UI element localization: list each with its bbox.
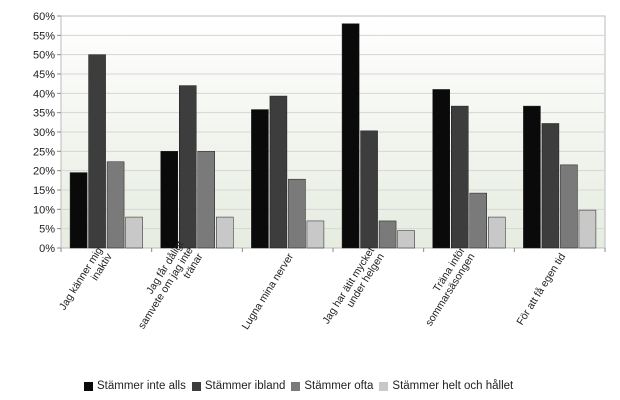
- y-tick-label: 45%: [33, 69, 55, 81]
- legend-label: Stämmer inte alls: [97, 380, 186, 392]
- x-category-label: För att få egen tid: [514, 251, 568, 327]
- bar: [488, 216, 506, 249]
- bar: [523, 105, 541, 249]
- legend-item: Stämmer helt och hållet: [379, 380, 513, 392]
- y-tick-label: 50%: [33, 50, 55, 62]
- y-tick-label: 55%: [33, 30, 55, 42]
- bar: [160, 151, 178, 249]
- y-tick-label: 15%: [33, 185, 55, 197]
- y-tick-label: 35%: [33, 108, 55, 120]
- bar: [432, 89, 450, 249]
- bar: [469, 192, 487, 249]
- bar: [125, 216, 143, 249]
- bar: [451, 105, 469, 249]
- bar: [88, 54, 106, 249]
- y-axis: 0% 5% 10% 15% 20% 25% 30% 35% 40% 45% 50% 55% 60%: [33, 11, 61, 255]
- bar: [541, 123, 560, 249]
- bar: [360, 130, 378, 249]
- y-tick-label: 40%: [33, 88, 55, 100]
- bar: [197, 151, 215, 249]
- bar: [179, 85, 197, 249]
- legend-swatch: [84, 381, 93, 391]
- y-tick-label: 0%: [39, 243, 55, 255]
- bar: [288, 178, 306, 249]
- bar: [269, 95, 288, 249]
- x-category-label-line: För att få egen tid: [514, 251, 568, 327]
- legend-swatch: [379, 381, 389, 391]
- legend-item: Stämmer ofta: [291, 380, 373, 392]
- bar: [397, 230, 415, 249]
- legend-item: Stämmer inte alls: [84, 380, 186, 392]
- y-tick-label: 60%: [33, 11, 55, 23]
- bar: [378, 220, 397, 249]
- bar: [341, 23, 360, 249]
- legend-item: Stämmer ibland: [191, 380, 286, 392]
- legend: Stämmer inte alls Stämmer ibland Stämmer o…: [84, 380, 519, 392]
- legend-label: Stämmer ofta: [304, 380, 374, 392]
- y-tick-label: 20%: [33, 166, 55, 178]
- y-tick-label: 10%: [33, 204, 55, 216]
- y-tick-label: 5%: [39, 224, 55, 236]
- gridlines: [61, 34, 605, 230]
- bar: [69, 172, 88, 249]
- legend-label: Stämmer helt och hållet: [392, 380, 514, 392]
- bar: [560, 164, 578, 249]
- bar: [106, 161, 125, 249]
- bar: [306, 220, 325, 249]
- bar: [578, 209, 597, 249]
- legend-swatch: [291, 381, 301, 391]
- y-tick-label: 30%: [33, 127, 55, 139]
- bar: [251, 109, 269, 249]
- bars: [69, 23, 597, 249]
- x-category-label-line: Lugna mina nerver: [240, 251, 297, 332]
- legend-swatch: [191, 381, 201, 391]
- y-tick-label: 25%: [33, 146, 55, 158]
- legend-label: Stämmer ibland: [204, 380, 286, 392]
- bar: [216, 216, 234, 249]
- x-category-label: Lugna mina nerver: [240, 251, 297, 332]
